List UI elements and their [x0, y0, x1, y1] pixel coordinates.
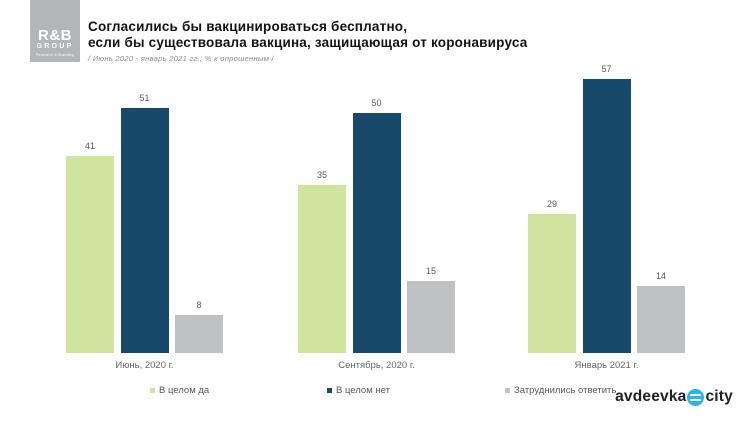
- legend-swatch-icon: [150, 387, 155, 393]
- bar-series2-group2: [352, 113, 401, 353]
- bar-value-label: 35: [316, 170, 327, 180]
- legend-item-2: В целом нет: [327, 384, 390, 396]
- bar-value-label: 8: [196, 299, 202, 310]
- avdeevka-city-logo: avdeevka city: [615, 388, 733, 406]
- category-label: Июнь, 2020 г.: [115, 360, 174, 371]
- category-label: Январь 2021 г.: [574, 360, 639, 371]
- globe-icon: [687, 388, 705, 406]
- legend-item-1: В целом да: [150, 384, 209, 396]
- chart-subtitle: / Июнь 2020 - январь 2021 гг.; % к опрош…: [88, 54, 274, 63]
- bar-value-label: 51: [139, 93, 150, 104]
- bar-series1-group3: [528, 213, 576, 353]
- bar-value-label: 14: [655, 270, 666, 281]
- chart-title-line2: если бы существовала вакцина, защищающая…: [88, 35, 528, 50]
- chart-title: Согласились бы вакцинироваться бесплатно…: [88, 19, 527, 51]
- bar-series3-group2: [407, 281, 455, 353]
- bar-series1-group1: [66, 156, 114, 353]
- rb-logo-tagline: Research & Branding: [35, 52, 75, 57]
- chart-title-line1: Согласились бы вакцинироваться бесплатно…: [88, 19, 408, 34]
- legend-label: Затруднились ответить: [514, 384, 617, 396]
- bar-series3-group1: [175, 314, 223, 353]
- brand-text-right: city: [705, 388, 733, 405]
- bar-value-label: 29: [546, 198, 557, 209]
- bar-series3-group3: [637, 285, 685, 353]
- bar-value-label: 41: [84, 141, 95, 152]
- rb-group-logo: R&B GROUP Research & Branding: [30, 0, 80, 62]
- bar-series2-group3: [582, 79, 631, 353]
- brand-text-left: avdeevka: [615, 388, 687, 405]
- bar-series1-group2: [298, 185, 346, 353]
- bar-value-label: 57: [601, 64, 612, 75]
- bar-value-label: 15: [425, 266, 436, 276]
- legend-swatch-icon: [505, 387, 510, 393]
- legend-swatch-icon: [327, 387, 332, 393]
- legend-label: В целом да: [159, 384, 210, 396]
- bar-value-label: 50: [371, 98, 382, 108]
- legend-item-3: Затруднились ответить: [505, 384, 616, 396]
- rb-logo-group-text: GROUP: [36, 43, 74, 50]
- legend-label: В целом нет: [336, 384, 390, 396]
- category-label: Сентябрь, 2020 г.: [338, 360, 415, 371]
- bar-series2-group1: [120, 108, 169, 353]
- rb-logo-text: R&B: [38, 27, 72, 44]
